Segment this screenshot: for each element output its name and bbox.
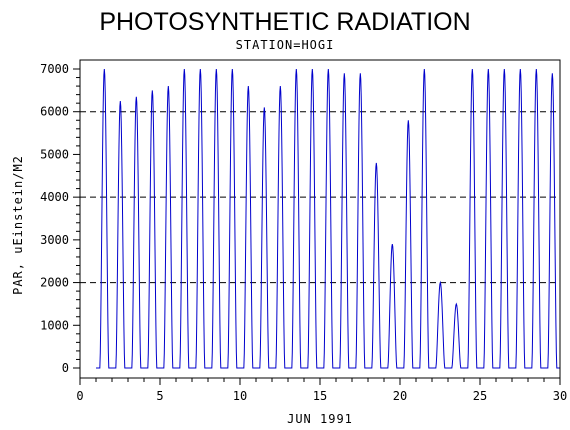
y-tick-label: 0 [62, 361, 69, 375]
x-axis-label: JUN 1991 [287, 412, 353, 426]
x-tick-label: 25 [473, 389, 487, 403]
y-axis: 0 1000 2000 3000 4000 5000 6000 7000 [40, 62, 80, 375]
x-tick-label: 0 [76, 389, 83, 403]
series-group [96, 68, 560, 369]
y-tick-label: 6000 [40, 105, 69, 119]
grid-lines [80, 111, 560, 284]
y-axis-label: PAR, uEinstein/M2 [11, 155, 25, 295]
y-tick-label: 3000 [40, 233, 69, 247]
y-tick-label: 5000 [40, 147, 69, 161]
x-tick-label: 15 [313, 389, 327, 403]
x-tick-label: 5 [156, 389, 163, 403]
chart-subtitle: STATION=HOGI [236, 38, 335, 52]
x-tick-label: 10 [233, 389, 247, 403]
chart-title: PHOTOSYNTHETIC RADIATION [99, 8, 470, 36]
y-tick-label: 1000 [40, 318, 69, 332]
y-tick-label: 2000 [40, 276, 69, 290]
x-tick-label: 20 [393, 389, 407, 403]
y-tick-label: 7000 [40, 62, 69, 76]
x-tick-label: 30 [553, 389, 567, 403]
x-axis: 0 5 10 15 20 25 30 [76, 378, 567, 403]
par-series-line [96, 68, 560, 369]
y-tick-label: 4000 [40, 190, 69, 204]
